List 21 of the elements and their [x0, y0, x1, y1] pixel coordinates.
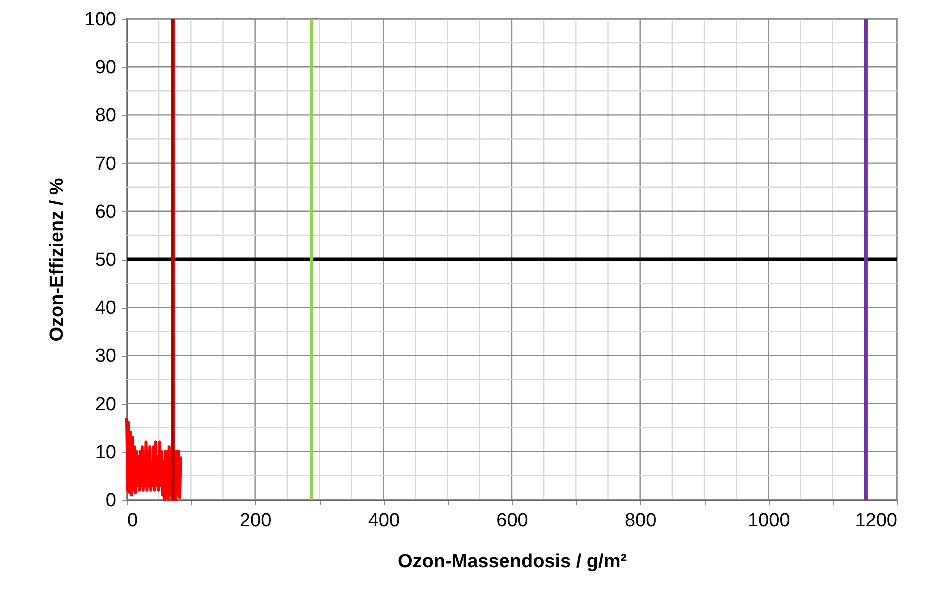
y-tick-label: 90 [95, 58, 116, 79]
x-tick-label: 600 [496, 510, 528, 532]
x-tick-label: 200 [240, 510, 272, 532]
x-tick-label: 0 [128, 510, 138, 532]
x-axis-title: Ozon-Massendosis / g/m² [398, 552, 628, 572]
y-tick-label: 60 [95, 202, 116, 223]
x-tick-label: 800 [624, 510, 657, 532]
y-tick-label: 10 [95, 442, 116, 464]
x-tick-label: 400 [368, 510, 400, 532]
y-axis-title: Ozon-Effizienz / % [46, 178, 68, 342]
y-tick-label: 20 [95, 394, 116, 416]
y-tick-label: 50 [95, 250, 116, 271]
x-tick-label: 1200 [855, 510, 898, 532]
x-tick-label: 1000 [748, 510, 790, 532]
y-tick-label: 30 [95, 346, 116, 368]
y-tick-label: 80 [95, 106, 116, 127]
y-tick-label: 70 [95, 154, 116, 175]
y-tick-label: 100 [84, 10, 116, 30]
line-series [126, 416, 182, 502]
y-tick-label: 0 [106, 490, 116, 512]
y-tick-label: 40 [95, 298, 116, 320]
